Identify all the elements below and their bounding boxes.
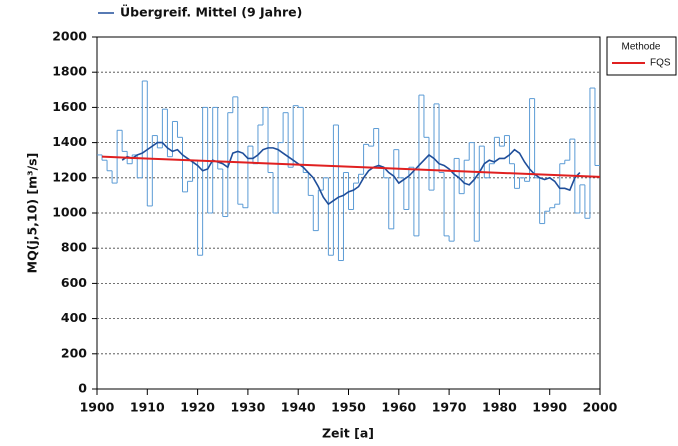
y-tick-label: 600 — [61, 275, 87, 290]
x-tick-label: 1930 — [231, 400, 266, 415]
y-axis-title: MQ(j,5,10) [m³/s] — [25, 153, 40, 274]
x-tick-label: 1920 — [180, 400, 215, 415]
series-line — [121, 141, 581, 206]
y-tick-label: 1200 — [52, 169, 87, 184]
x-tick-label: 1970 — [432, 400, 467, 415]
y-tick-label: 800 — [61, 240, 87, 255]
series-line — [101, 155, 601, 178]
legend-box — [606, 36, 677, 76]
y-tick-label: 1800 — [52, 64, 87, 79]
x-tick-label: 1960 — [381, 400, 416, 415]
x-tick-label: 1900 — [80, 400, 115, 415]
y-tick-label: 200 — [61, 345, 87, 360]
step-connector — [101, 81, 596, 261]
y-tick-label: 2000 — [52, 29, 87, 44]
x-axis-title: Zeit [a] — [322, 426, 374, 441]
legend-label: Übergreif. Mittel (9 Jahre) — [120, 5, 302, 20]
x-tick-label: 2000 — [583, 400, 618, 415]
y-tick-label: 400 — [61, 310, 87, 325]
x-tick-label: 1990 — [532, 400, 567, 415]
x-tick-label: 1940 — [281, 400, 316, 415]
x-tick-label: 1910 — [130, 400, 165, 415]
y-tick-label: 1000 — [52, 205, 87, 220]
x-tick-label: 1950 — [331, 400, 366, 415]
y-tick-label: 1600 — [52, 99, 87, 114]
plot-frame — [96, 36, 601, 390]
legend-title: Methode — [622, 42, 661, 53]
y-tick-label: 1400 — [52, 134, 87, 149]
y-tick-label: 0 — [78, 381, 87, 396]
x-tick-label: 1980 — [482, 400, 517, 415]
legend-label: FQS — [650, 58, 671, 69]
